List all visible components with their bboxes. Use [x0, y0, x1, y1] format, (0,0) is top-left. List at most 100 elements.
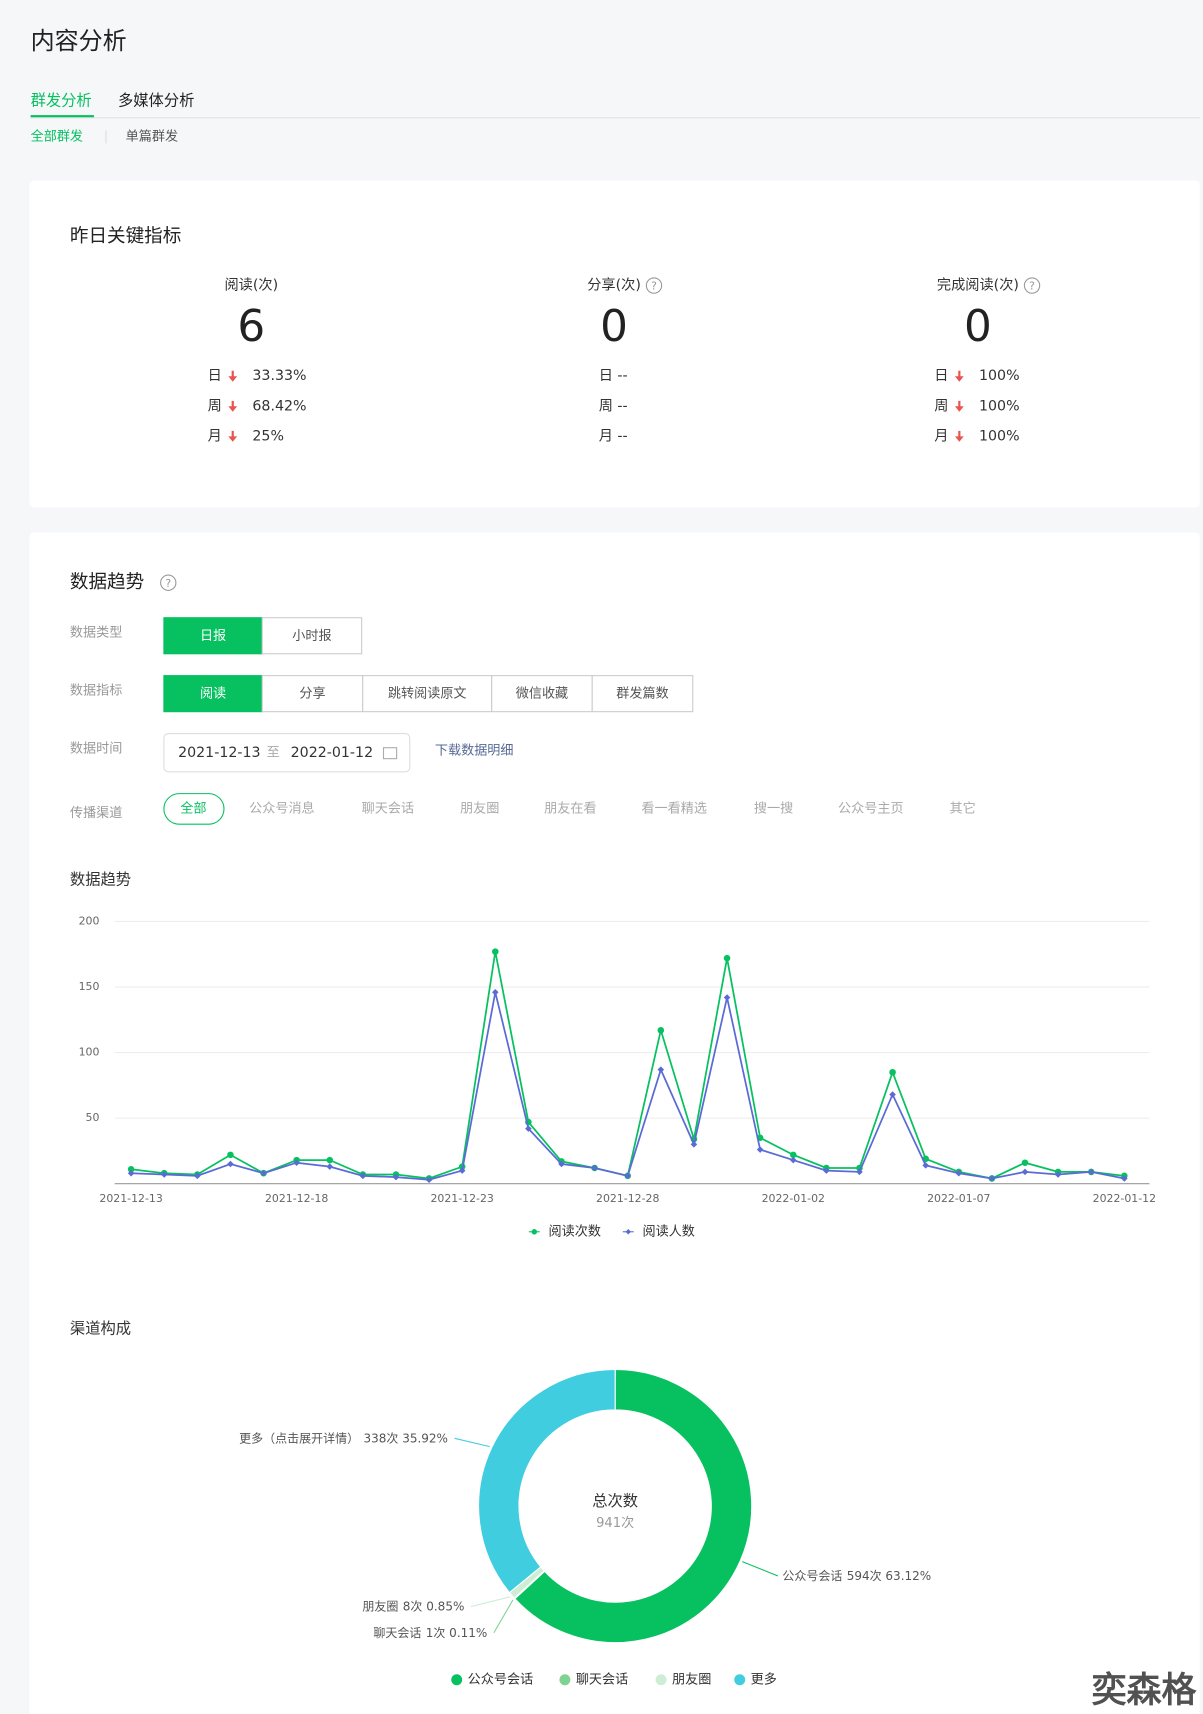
legend-dot [559, 1674, 571, 1686]
legend-marker [531, 1229, 538, 1235]
point [260, 1169, 267, 1177]
channel-option[interactable]: 其它 [950, 799, 976, 816]
center-value: 941次 [596, 1515, 634, 1531]
metric-value: 0 [964, 301, 992, 352]
filter-option[interactable]: 阅读 [200, 686, 226, 702]
channel-option[interactable]: 朋友在看 [544, 800, 596, 816]
point [458, 1167, 466, 1174]
filter-option[interactable]: 日报 [200, 628, 226, 644]
point [326, 1163, 334, 1170]
x-tick-label: 2021-12-13 [99, 1192, 162, 1205]
filter-button[interactable] [591, 675, 694, 713]
x-tick-label: 2022-01-07 [927, 1192, 990, 1205]
slice-value: 1次 0.11% [426, 1625, 488, 1639]
legend-label[interactable]: 更多 [751, 1670, 777, 1687]
filter-option[interactable]: 群发篇数 [616, 686, 668, 702]
filter-option[interactable]: 跳转阅读原文 [388, 686, 467, 702]
channel-option[interactable]: 聊天会话 [362, 800, 414, 816]
point [889, 1068, 896, 1076]
point [955, 1169, 963, 1177]
help-icon-mark: ? [1029, 280, 1035, 293]
period: 月 [934, 428, 948, 444]
leader-line [742, 1561, 779, 1577]
legend-marker [625, 1229, 632, 1235]
help-icon[interactable] [160, 574, 177, 591]
point [359, 1172, 367, 1180]
change: -- [617, 428, 627, 444]
center-title: 总次数 [592, 1492, 638, 1510]
filter-label: 传播渠道 [70, 805, 122, 821]
pie-slice[interactable] [514, 1368, 753, 1644]
subtab[interactable]: 全部群发 [31, 127, 83, 144]
filter-button[interactable] [491, 675, 593, 713]
point [723, 994, 731, 1001]
point [988, 1175, 996, 1182]
download-link[interactable]: 下载数据明细 [435, 743, 514, 759]
period: 周 [599, 398, 613, 414]
trend-card [29, 532, 1200, 1714]
legend-dot [655, 1674, 667, 1686]
filter-button[interactable] [261, 617, 363, 655]
slice-label: 公众号会话 594次 63.12% [782, 1568, 931, 1582]
change: -- [617, 368, 627, 384]
change: 33.33% [252, 368, 306, 384]
filter-button[interactable] [362, 675, 493, 713]
date-start: 2021-12-13 [178, 745, 260, 761]
point [1054, 1171, 1062, 1178]
calendar-icon [382, 747, 398, 760]
filter-label: 数据类型 [70, 625, 122, 641]
change: 25% [252, 428, 284, 444]
channel-option[interactable]: 搜一搜 [754, 800, 793, 816]
point [160, 1171, 168, 1178]
tab[interactable]: 群发分析 [31, 91, 92, 109]
x-tick-label: 2022-01-12 [1093, 1192, 1156, 1205]
point [723, 954, 731, 962]
legend-label[interactable]: 阅读次数 [549, 1223, 601, 1239]
change: -- [617, 398, 627, 414]
x-tick-label: 2022-01-02 [762, 1192, 825, 1205]
filter-option[interactable]: 分享 [299, 685, 325, 702]
change: 100% [979, 398, 1020, 414]
trend-arrow [954, 430, 964, 442]
trend-arrow [954, 400, 964, 412]
subtab[interactable]: 单篇群发 [126, 128, 178, 144]
tab[interactable]: 多媒体分析 [118, 91, 194, 109]
slice-name: 更多（点击展开详情） [239, 1430, 359, 1445]
y-tick-label: 50 [86, 1111, 100, 1124]
period: 日 [599, 368, 613, 384]
page-title: 内容分析 [31, 27, 127, 55]
slice-label: 聊天会话 1次 0.11% [373, 1625, 487, 1639]
point [922, 1162, 929, 1169]
legend-label[interactable]: 阅读人数 [642, 1223, 694, 1239]
y-tick-label: 150 [79, 980, 100, 993]
filter-option[interactable]: 小时报 [292, 628, 331, 644]
help-icon[interactable] [645, 277, 663, 294]
slice-label: 朋友圈 8次 0.85% [362, 1599, 464, 1613]
channel-option[interactable]: 看一看精选 [641, 800, 707, 816]
help-icon-mark: ? [165, 577, 171, 590]
leader-line [493, 1599, 514, 1634]
period: 日 [208, 368, 222, 384]
legend-label[interactable]: 朋友圈 [672, 1671, 711, 1687]
legend-dot [734, 1674, 746, 1686]
point [789, 1151, 797, 1159]
channel-option[interactable]: 朋友圈 [460, 800, 499, 816]
channel-option[interactable]: 全部 [180, 799, 206, 816]
x-tick-label: 2021-12-28 [596, 1192, 659, 1205]
date-range[interactable] [163, 732, 411, 773]
channel-option[interactable]: 公众号消息 [249, 799, 315, 816]
help-icon[interactable] [1023, 277, 1041, 294]
trend-arrow [228, 430, 238, 442]
slice-name: 朋友圈 [362, 1599, 398, 1613]
filter-option[interactable]: 微信收藏 [516, 686, 568, 702]
period: 日 [934, 368, 948, 384]
y-tick-label: 100 [79, 1046, 100, 1059]
channel-pill[interactable] [163, 793, 225, 825]
legend-label[interactable]: 聊天会话 [576, 1671, 628, 1687]
filter-label: 数据时间 [70, 740, 122, 756]
metric-label: 阅读(次) [224, 277, 278, 294]
pie-slice[interactable] [478, 1368, 616, 1594]
legend-label[interactable]: 公众号会话 [468, 1671, 534, 1687]
channel-option[interactable]: 公众号主页 [838, 800, 904, 816]
